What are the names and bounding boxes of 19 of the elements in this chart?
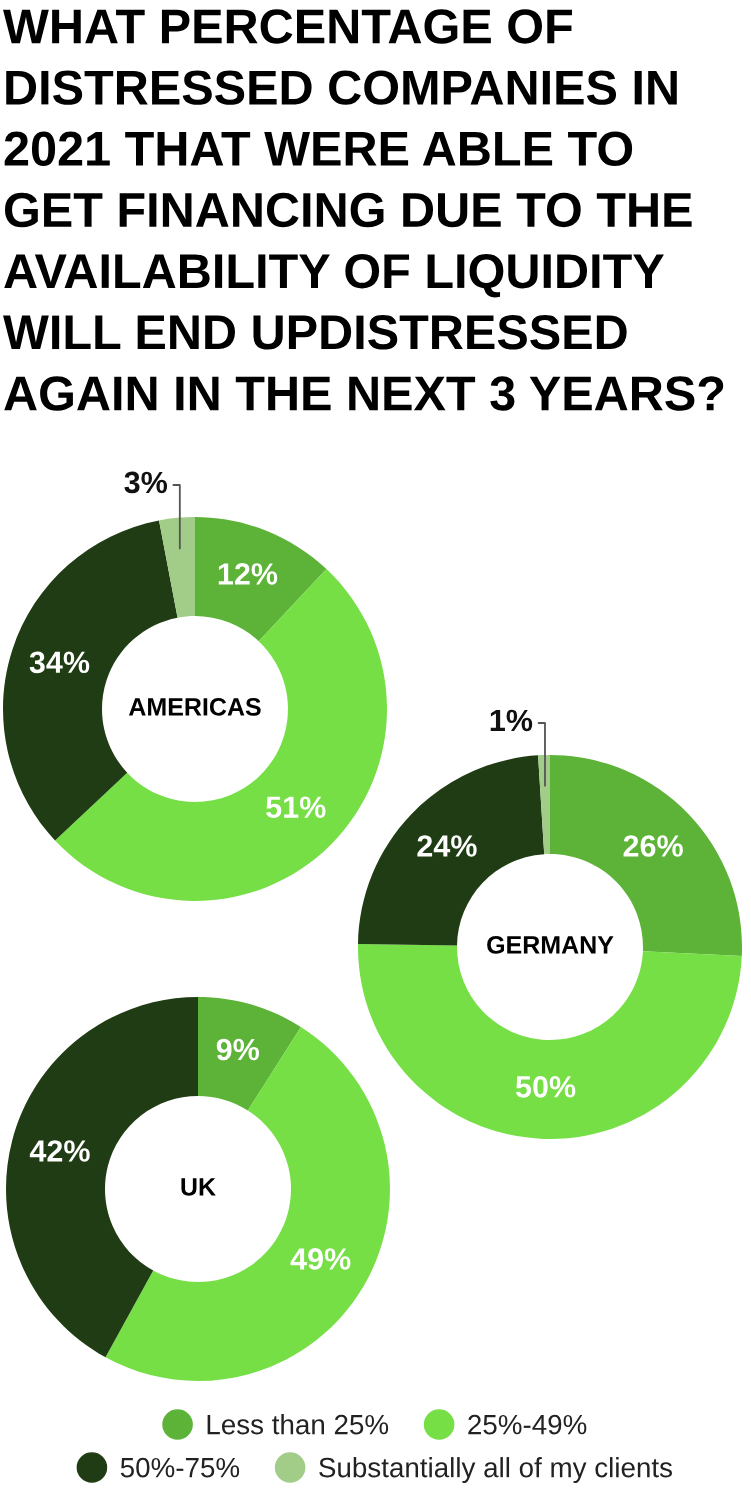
data-label: 12% (218, 563, 278, 585)
legend-label: Substantially all of my clients (319, 1457, 672, 1483)
slice-label: GERMANY (487, 936, 614, 954)
data-label: 26% (623, 835, 683, 857)
legend-label: 50%-75% (120, 1457, 240, 1478)
data-label: 34% (29, 651, 90, 674)
data-label: 1% (490, 709, 533, 732)
slice-label: AMERICAS (128, 698, 261, 716)
slice-label: UK (181, 1178, 216, 1196)
data-label: 24% (417, 835, 477, 857)
legend-label: 25%-49% (468, 1414, 587, 1435)
chart-title: WHAT PERCENTAGE OF DISTRESSED COMPANIES IN 2021 THAT WERE ABLE TO GET FINANCING DUE TO THE AVAILABILITY OF LIQUIDITY WILL END UPDISTRESSED AGAIN IN THE NEXT 3 YEARS? (3, 9, 724, 411)
data-label: 3% (124, 471, 168, 494)
data-label: 42% (29, 1140, 90, 1162)
legend-label: Less than 25% (207, 1414, 389, 1435)
data-label: 9% (216, 1038, 260, 1061)
data-label: 50% (515, 1076, 576, 1098)
data-label: 51% (266, 796, 326, 818)
data-label: 49% (290, 1248, 351, 1270)
